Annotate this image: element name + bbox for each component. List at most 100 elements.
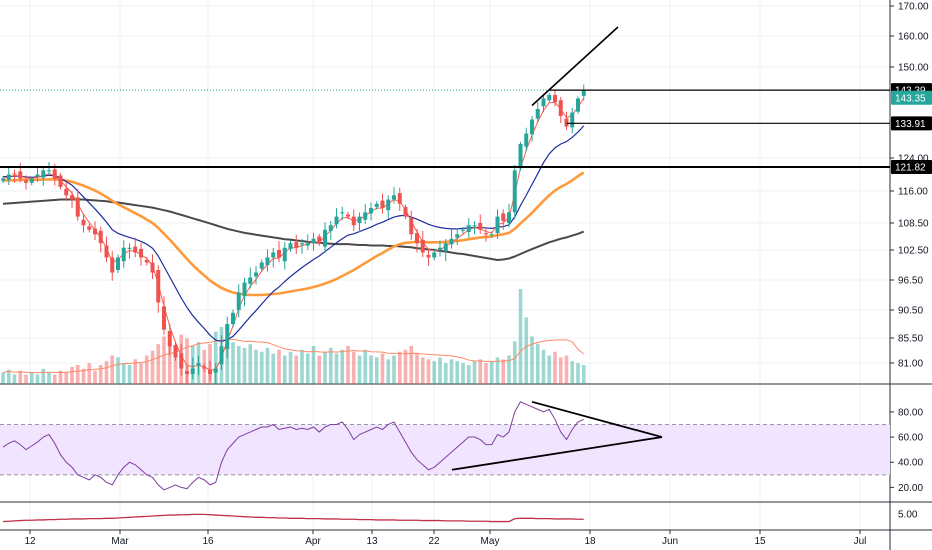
candle-body <box>70 195 74 200</box>
volume-bar <box>317 355 322 384</box>
price-tag: 133.91 <box>891 116 932 131</box>
volume-bar <box>340 349 345 384</box>
price-tick-label: 85.50 <box>898 334 923 345</box>
candle-body <box>323 229 327 247</box>
volume-bar <box>277 349 281 384</box>
candle-body <box>208 369 212 374</box>
candle-body <box>409 217 414 235</box>
time-tick-label: Mar <box>111 536 129 547</box>
time-tick-label: 18 <box>584 536 596 547</box>
time-tick-label: 22 <box>428 536 440 547</box>
rsi-triangle-upper <box>531 400 663 438</box>
volume-bar <box>397 351 402 384</box>
price-tick-label: 116.00 <box>898 187 928 198</box>
candle-body <box>369 208 373 214</box>
lower-indicator-pane[interactable] <box>2 513 584 523</box>
volume-bar <box>420 357 425 384</box>
candle-body <box>179 353 184 369</box>
volume-bar <box>231 342 235 384</box>
candle-body <box>294 242 299 248</box>
volume-bar <box>47 372 51 384</box>
candlesticks <box>0 84 890 385</box>
price-tick-label: 108.50 <box>898 219 929 230</box>
volume-bar <box>541 349 546 384</box>
lower-tick-label: 5.00 <box>898 509 918 520</box>
volume-bar <box>29 372 34 384</box>
price-tag: 121.82 <box>891 159 932 174</box>
volume-bar <box>380 353 385 384</box>
volume-bar <box>225 336 230 384</box>
price-tick-label: 90.50 <box>898 306 923 317</box>
price-tick-label: 170.00 <box>898 2 929 13</box>
price-tag-bg <box>891 116 932 131</box>
volume-bar <box>392 355 396 384</box>
volume-bar <box>518 289 523 384</box>
volume-bar <box>570 361 575 384</box>
rsi-line <box>2 401 584 491</box>
volume-bar <box>6 369 11 384</box>
trendlines[interactable] <box>531 26 619 107</box>
rsi-pane[interactable] <box>0 400 890 491</box>
volume-bar <box>409 346 414 384</box>
volume-bar <box>70 366 74 384</box>
candle-body <box>507 212 511 223</box>
volume-bar <box>93 370 97 384</box>
price-pane[interactable] <box>0 26 890 385</box>
candle-body <box>288 243 293 249</box>
volume-bar <box>472 361 477 384</box>
candle-body <box>87 226 92 230</box>
candle-body <box>225 324 230 350</box>
volume-bar <box>64 371 69 384</box>
volume-bar <box>98 365 103 384</box>
volume-bar <box>346 346 350 384</box>
ema-slow-line <box>2 171 585 297</box>
volume-bar <box>58 370 63 384</box>
candle-body <box>139 248 143 258</box>
candle-body <box>98 230 103 244</box>
horizontal-lines[interactable] <box>0 89 890 168</box>
volume-bar <box>455 361 460 384</box>
candle-body <box>167 331 172 347</box>
candle-body <box>564 118 569 127</box>
volume-bar <box>443 363 448 384</box>
candle-body <box>254 272 258 277</box>
rsi-tick-label: 40.00 <box>898 458 923 469</box>
volume-bar <box>248 344 253 384</box>
volume-bar <box>461 363 465 384</box>
volume-bar <box>254 349 258 384</box>
volume-bar <box>167 340 172 384</box>
price-tag: 143.35 <box>891 90 932 105</box>
price-tag-label: 133.91 <box>895 119 926 130</box>
volume-bar <box>294 355 299 384</box>
candle-body <box>104 245 109 258</box>
time-axis[interactable]: 12 Mar 16 Apr 13 22 May 18 Jun 15 Jul <box>24 530 866 547</box>
time-tick-label: 16 <box>202 536 214 547</box>
candle-body <box>420 239 425 253</box>
candle-body <box>35 174 40 177</box>
candle-body <box>29 178 34 183</box>
candle-body <box>110 257 115 273</box>
candle-body <box>300 243 304 245</box>
candle-body <box>397 193 402 204</box>
time-tick-label: 13 <box>366 536 378 547</box>
candle-body <box>472 225 477 227</box>
price-axis[interactable]: 170.00 160.00 150.00 124.00 116.00 108.50 102.… <box>890 2 929 521</box>
volume-bar <box>265 347 270 384</box>
volume-bar <box>564 355 569 384</box>
candle-body <box>535 109 540 119</box>
volume-bar <box>374 357 379 384</box>
volume-bar <box>75 365 80 384</box>
candle-body <box>334 216 339 225</box>
candle-body <box>547 95 552 101</box>
candle-body <box>443 243 448 252</box>
volume-bar <box>334 353 339 384</box>
candle-body <box>357 216 362 223</box>
candle-body <box>317 236 322 244</box>
candle-body <box>1 178 5 181</box>
rsi-tick-label: 80.00 <box>898 407 923 418</box>
candle-body <box>121 247 126 262</box>
price-tick-label: 102.50 <box>898 246 929 257</box>
candle-body <box>581 90 586 96</box>
